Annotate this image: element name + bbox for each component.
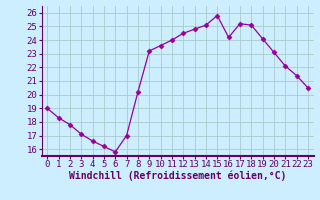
X-axis label: Windchill (Refroidissement éolien,°C): Windchill (Refroidissement éolien,°C) bbox=[69, 171, 286, 181]
